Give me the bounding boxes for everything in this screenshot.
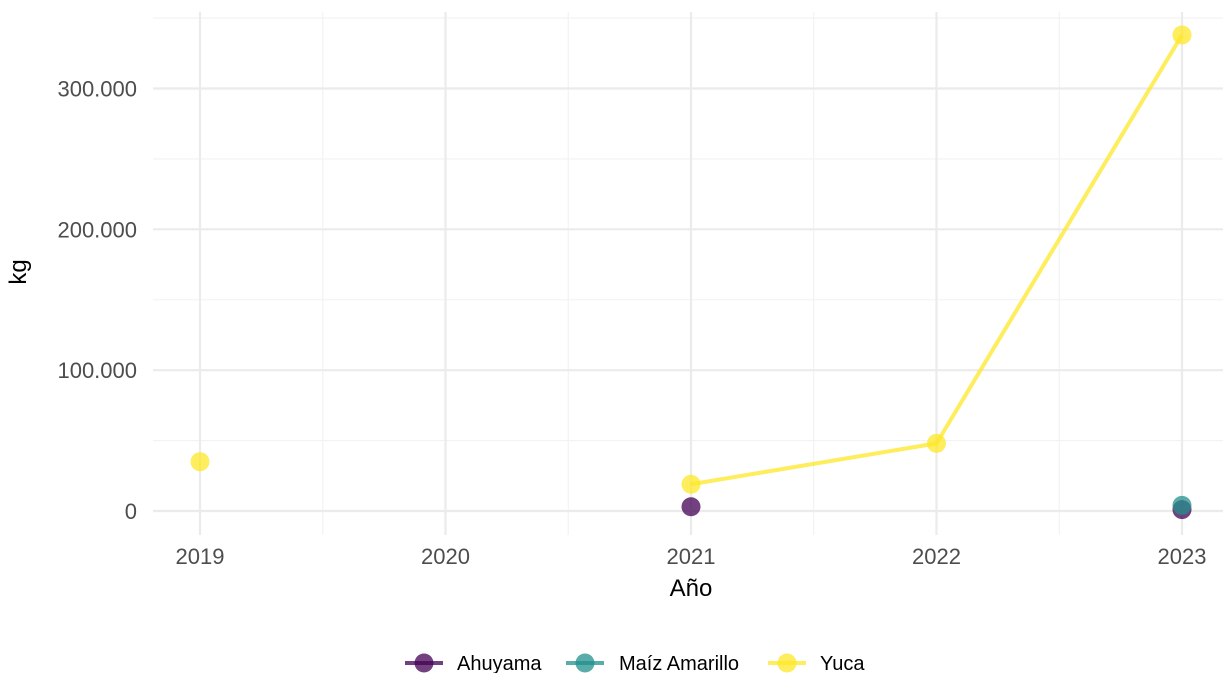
y-tick-label: 100.000 [57, 358, 137, 383]
legend: Ahuyama Maíz Amarillo Yuca [405, 653, 865, 673]
data-point-ahuyama [681, 497, 701, 517]
major-gridlines [153, 12, 1223, 535]
y-tick-label: 200.000 [57, 217, 137, 242]
x-tick-label: 2019 [176, 544, 225, 569]
data-point-maíz-amarillo [1172, 495, 1192, 515]
y-axis-title: kg [5, 259, 32, 284]
minor-gridlines [153, 12, 1223, 535]
legend-label-ahuyama: Ahuyama [457, 653, 542, 673]
data-point-yuca [190, 452, 210, 472]
legend-key-point-maíz-amarillo [575, 653, 595, 673]
legend-label-maíz-amarillo: Maíz Amarillo [619, 653, 739, 673]
y-axis-ticks: 0 100.000 200.000 300.000 [57, 77, 137, 525]
x-axis-ticks: 2019 2020 2021 2022 2023 [176, 544, 1207, 569]
legend-key-point-ahuyama [414, 653, 434, 673]
x-tick-label: 2023 [1158, 544, 1207, 569]
x-tick-label: 2022 [912, 544, 961, 569]
x-tick-label: 2021 [667, 544, 716, 569]
data-point-yuca [927, 433, 946, 453]
y-tick-label: 0 [125, 499, 137, 524]
legend-key-point-yuca [777, 653, 797, 673]
data-point-yuca [1172, 25, 1192, 45]
x-axis-title: Año [670, 575, 713, 602]
legend-label-yuca: Yuca [820, 653, 865, 673]
data-point-yuca [681, 474, 701, 494]
series-points [190, 25, 1192, 520]
x-tick-label: 2020 [421, 544, 470, 569]
y-tick-label: 300.000 [57, 77, 137, 102]
